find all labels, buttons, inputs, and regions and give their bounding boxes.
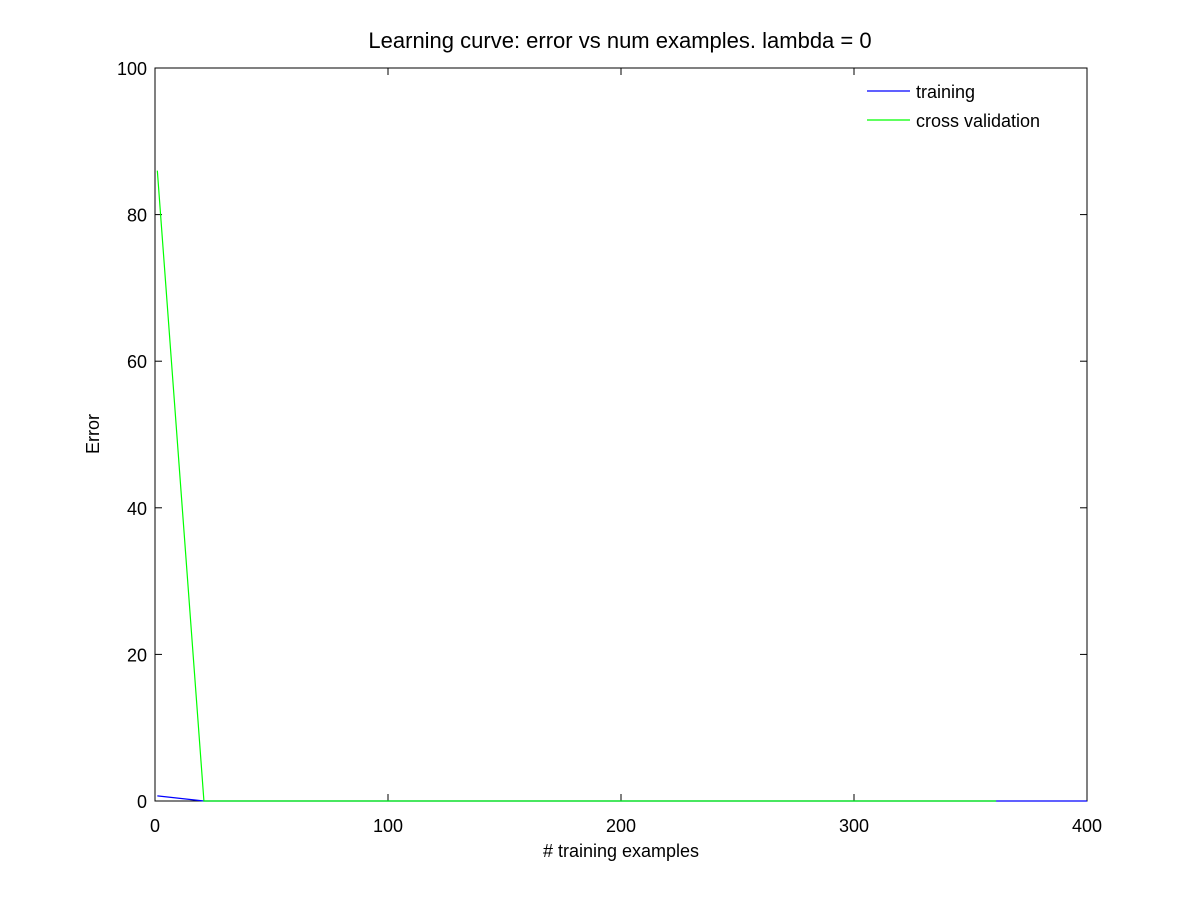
x-axis-label: # training examples: [543, 841, 699, 861]
legend-label-training: training: [916, 82, 975, 102]
axis-ticks: 0 100 200 300 400 0 20 40 60 80 100: [117, 59, 1102, 836]
x-tick-label: 400: [1072, 816, 1102, 836]
y-tick-label: 60: [127, 352, 147, 372]
legend-label-cross-validation: cross validation: [916, 111, 1040, 131]
x-tick-label: 300: [839, 816, 869, 836]
x-tick-label: 0: [150, 816, 160, 836]
series-line-training: [157, 795, 1087, 802]
y-tick-label: 80: [127, 206, 147, 226]
y-tick-label: 20: [127, 645, 147, 665]
x-tick-label: 100: [373, 816, 403, 836]
legend: training cross validation: [867, 82, 1040, 131]
series-layer: [156, 170, 1087, 802]
y-tick-label: 100: [117, 59, 147, 79]
plot-area-frame: [154, 67, 1088, 802]
y-axis-label: Error: [83, 414, 103, 454]
series-line-cross-validation: [156, 170, 997, 802]
y-tick-label: 40: [127, 499, 147, 519]
chart-title: Learning curve: error vs num examples. l…: [368, 28, 871, 53]
x-tick-label: 200: [606, 816, 636, 836]
y-tick-label: 0: [137, 792, 147, 812]
